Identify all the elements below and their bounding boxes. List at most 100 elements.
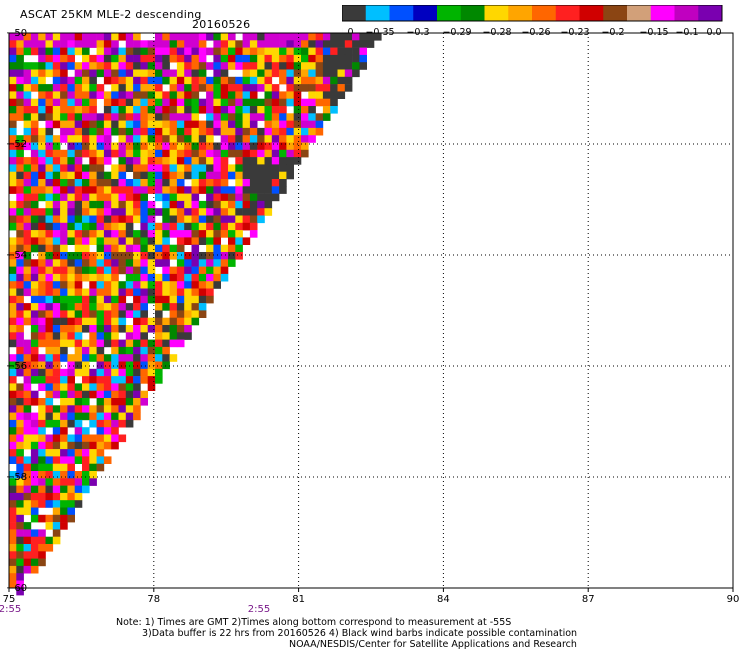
data-cell xyxy=(52,485,61,494)
data-cell xyxy=(9,405,17,413)
data-cell xyxy=(74,215,83,224)
data-cell xyxy=(198,54,207,63)
data-cell xyxy=(133,266,141,275)
data-cell xyxy=(82,405,90,413)
data-cell xyxy=(38,492,46,501)
data-cell xyxy=(103,273,112,282)
data-cell xyxy=(337,54,346,63)
data-cell xyxy=(96,419,105,428)
data-cell xyxy=(30,317,39,326)
data-cell xyxy=(220,142,229,151)
data-cell xyxy=(308,113,316,121)
data-cell xyxy=(45,215,54,224)
data-cell xyxy=(74,419,83,428)
data-cell xyxy=(133,317,141,326)
data-cell xyxy=(176,120,185,129)
data-cell xyxy=(111,84,119,92)
data-cell xyxy=(45,266,54,275)
x-tick-label: 81 xyxy=(292,594,305,605)
data-cell xyxy=(191,120,200,129)
data-cell xyxy=(293,149,302,158)
data-cell xyxy=(23,346,32,355)
data-cell xyxy=(74,339,83,348)
data-cell xyxy=(103,237,112,245)
data-cell xyxy=(96,171,105,180)
data-cell xyxy=(111,40,119,48)
data-cell xyxy=(206,259,214,267)
data-cell xyxy=(213,179,221,187)
data-cell xyxy=(257,127,265,136)
data-cell xyxy=(9,383,17,391)
data-cell xyxy=(140,113,148,121)
data-cell xyxy=(279,113,287,121)
data-cell xyxy=(9,390,17,399)
data-cell xyxy=(30,69,39,78)
data-cell xyxy=(133,171,141,180)
data-cell xyxy=(67,376,75,384)
data-cell xyxy=(16,91,24,99)
data-cell xyxy=(30,142,39,151)
data-cell xyxy=(176,310,185,318)
data-cell xyxy=(315,98,324,107)
data-cell xyxy=(162,325,170,333)
data-cell xyxy=(67,288,75,297)
data-cell xyxy=(125,361,134,370)
data-cell xyxy=(9,149,17,158)
data-cell xyxy=(228,113,236,121)
data-cell xyxy=(242,69,251,78)
data-cell xyxy=(118,215,127,224)
data-cell xyxy=(155,40,163,48)
data-cell xyxy=(359,62,367,70)
data-cell xyxy=(198,171,207,180)
data-cell xyxy=(155,62,163,70)
data-cell xyxy=(89,69,97,78)
data-cell xyxy=(359,54,367,63)
data-cell xyxy=(67,84,75,92)
data-cell xyxy=(45,449,54,457)
data-cell xyxy=(133,98,141,107)
data-cell xyxy=(293,98,302,107)
data-cell xyxy=(271,40,280,48)
data-cell xyxy=(111,98,119,107)
data-cell xyxy=(96,69,105,78)
data-cell xyxy=(67,237,75,245)
data-cell xyxy=(82,339,90,348)
data-cell xyxy=(9,164,17,172)
data-cell xyxy=(133,310,141,318)
data-cell xyxy=(89,325,97,333)
data-cell xyxy=(286,76,294,85)
data-cell xyxy=(82,478,90,486)
data-cell xyxy=(140,398,148,406)
data-cell xyxy=(52,193,61,202)
data-cell xyxy=(235,157,243,165)
data-cell xyxy=(30,332,39,340)
data-cell xyxy=(67,368,75,377)
data-cell xyxy=(176,127,185,136)
data-cell xyxy=(162,222,170,231)
data-cell xyxy=(133,208,141,216)
data-cell xyxy=(38,551,46,559)
data-cell xyxy=(213,208,221,216)
data-cell xyxy=(30,536,39,545)
data-cell xyxy=(184,40,192,48)
data-cell xyxy=(111,76,119,85)
data-cell xyxy=(103,127,112,136)
data-cell xyxy=(235,142,243,151)
data-cell xyxy=(191,62,200,70)
data-cell xyxy=(257,62,265,70)
data-cell xyxy=(308,91,316,99)
data-cell xyxy=(82,149,90,158)
data-cell xyxy=(279,76,287,85)
data-cell xyxy=(257,157,265,165)
data-cell xyxy=(38,376,46,384)
data-cell xyxy=(257,40,265,48)
data-cell xyxy=(133,405,141,413)
data-cell xyxy=(16,573,24,581)
data-cell xyxy=(38,419,46,428)
data-cell xyxy=(9,573,17,581)
data-cell xyxy=(140,368,148,377)
data-cell xyxy=(52,281,61,289)
data-cell xyxy=(140,208,148,216)
data-cell xyxy=(96,33,105,41)
data-cell xyxy=(30,463,39,472)
